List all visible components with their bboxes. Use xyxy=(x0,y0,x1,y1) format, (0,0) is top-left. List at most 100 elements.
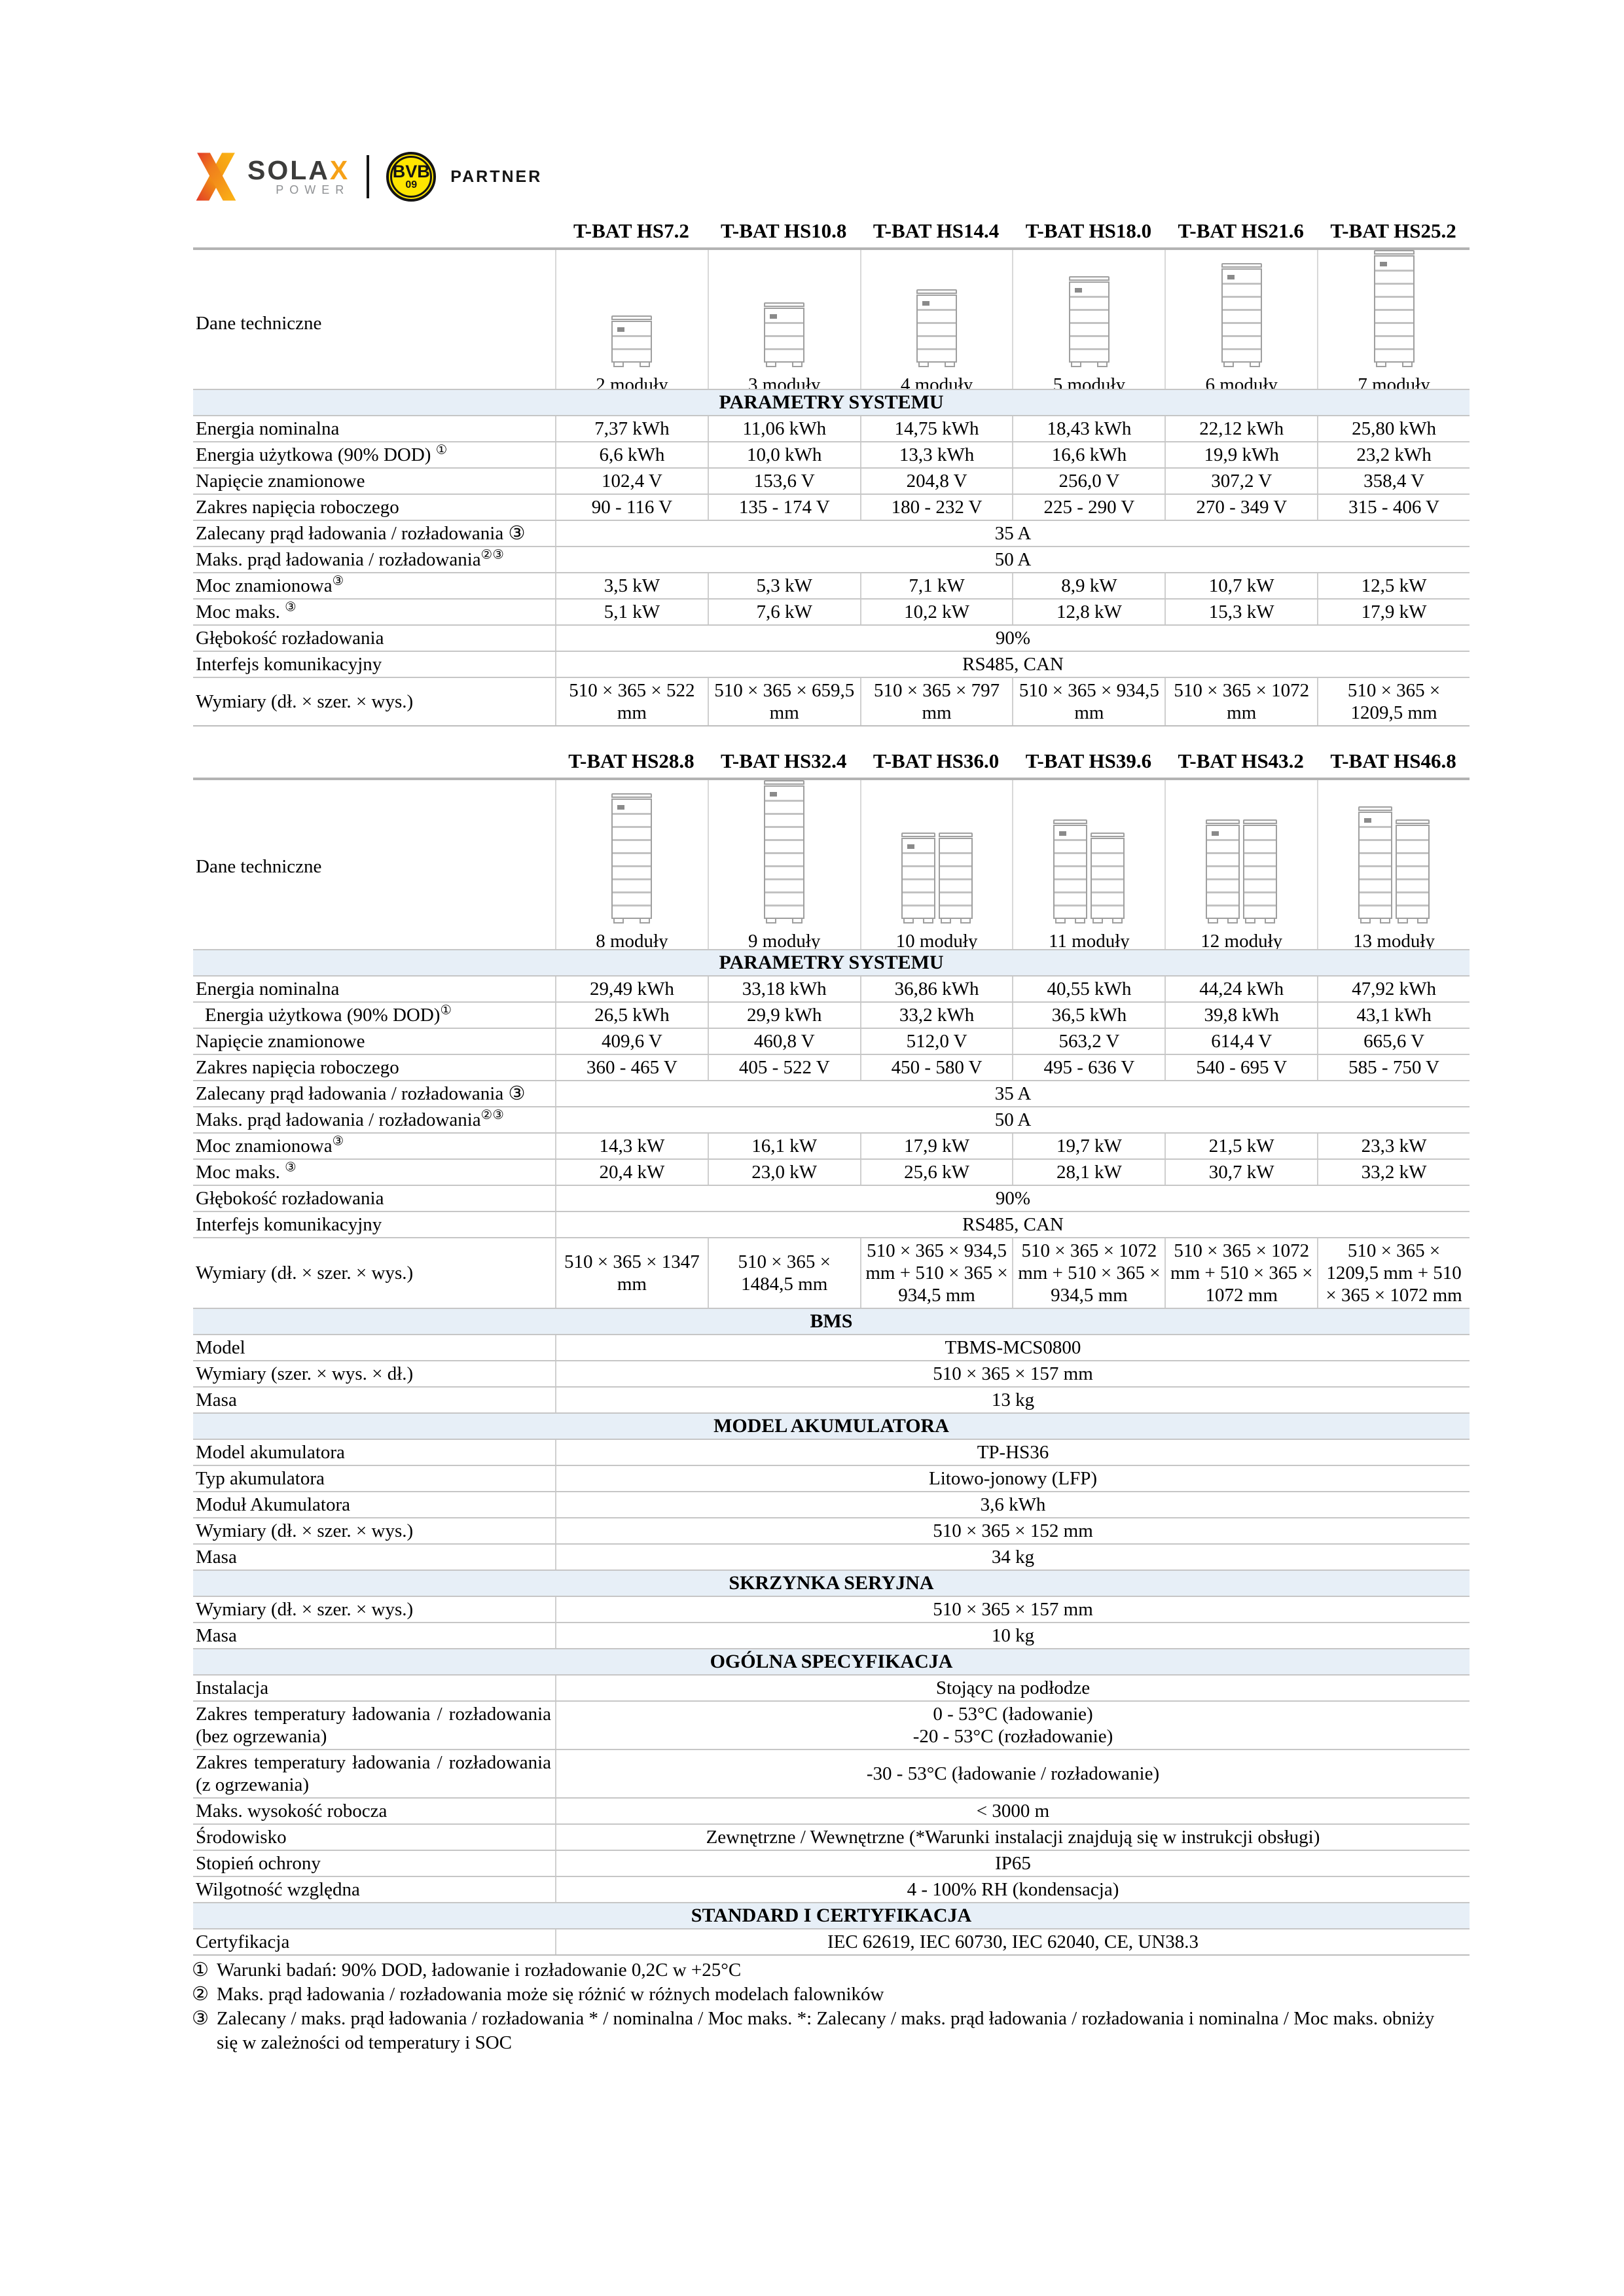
battery-tower-base xyxy=(764,363,804,368)
battery-tower-illustration xyxy=(1358,806,1393,925)
battery-module-segment xyxy=(1070,335,1108,348)
partner-label: PARTNER xyxy=(450,167,543,186)
logo-divider xyxy=(367,155,370,198)
spec-row-label-text: Maks. prąd ładowania / rozładowania②③ xyxy=(196,547,504,570)
spec-row-label: Wymiary (dł. × szer. × wys.) xyxy=(193,1597,555,1622)
spec-value-cell: 36,86 kWh xyxy=(859,977,1013,1001)
spec-value-cell: 510 × 365 × 1209,5 mm + 510 × 365 × 1072… xyxy=(1317,1238,1470,1308)
spec-row-label-text: Wilgotność względna xyxy=(196,1879,360,1900)
battery-tower-base xyxy=(1206,919,1240,925)
spec-row: Wymiary (dł. × szer. × wys.) 510 × 365 × … xyxy=(193,677,1470,725)
spec-row-label: Masa xyxy=(193,1545,555,1570)
spec-value-cell: 180 - 232 V xyxy=(859,495,1013,520)
battery-module-segment xyxy=(902,891,934,905)
spec-value-cell: 495 - 636 V xyxy=(1012,1055,1164,1080)
battery-module-segment xyxy=(1375,270,1413,283)
spec-value-span: < 3000 m xyxy=(555,1799,1470,1823)
battery-module-segment xyxy=(1360,813,1391,826)
battery-tower-body xyxy=(1243,825,1278,919)
solax-wordmark-x: X xyxy=(329,155,350,185)
spec-row: Moc znamionowa③ 14,3 kW 16,1 kW 17,9 kW 19,7… xyxy=(193,1132,1470,1158)
section-band-row: MODEL AKUMULATORA xyxy=(193,1412,1470,1439)
battery-module-segment xyxy=(1092,852,1124,865)
model-header: T-BAT HS43.2 xyxy=(1178,749,1304,772)
header-logo-row: SOLAX POWER BVB 09 PARTNER xyxy=(191,149,542,204)
battery-module-segment xyxy=(765,865,804,878)
battery-tower-base xyxy=(1069,363,1110,368)
corner-label: Dane techniczne xyxy=(196,313,322,334)
model-header: T-BAT HS10.8 xyxy=(721,219,847,242)
spec-value-cell: 510 × 365 × 1347 mm xyxy=(555,1238,708,1308)
spec-row-label-text: Stopień ochrony xyxy=(196,1853,321,1874)
model-header: T-BAT HS14.4 xyxy=(873,219,1000,242)
spec-value-cell: 33,2 kWh xyxy=(859,1003,1013,1028)
spec-row: Masa 10 kg xyxy=(193,1622,1470,1648)
battery-module-segment xyxy=(765,905,804,918)
battery-tower-illustration xyxy=(1373,250,1415,368)
spec-value-span: 50 A xyxy=(555,1107,1470,1132)
battery-module-segment xyxy=(1244,905,1276,918)
battery-module-segment xyxy=(613,865,651,878)
footnote-text: Zalecany / maks. prąd ładowania / rozład… xyxy=(217,2008,1435,2053)
spec-value-cell: 22,12 kWh xyxy=(1164,416,1317,441)
spec-row-label: Głębokość rozładowania xyxy=(193,626,555,651)
model-header: T-BAT HS21.6 xyxy=(1178,219,1304,242)
battery-led-indicator xyxy=(1059,831,1067,836)
spec-row-label: Energia użytkowa (90% DOD)① xyxy=(193,1003,555,1028)
spec-value-cell: 33,2 kW xyxy=(1317,1160,1470,1185)
spec-value-cell: 540 - 695 V xyxy=(1164,1055,1317,1080)
battery-module-segment xyxy=(1222,335,1261,348)
battery-tower-illustration xyxy=(611,793,653,925)
spec-value-span: TBMS-MCS0800 xyxy=(555,1335,1470,1360)
battery-module-segment xyxy=(1223,270,1261,283)
spec-value-cell: 25,80 kWh xyxy=(1317,416,1470,441)
battery-module-segment xyxy=(1207,905,1239,918)
battery-led-indicator xyxy=(1227,275,1235,279)
spec-value-cell: 23,0 kW xyxy=(707,1160,860,1185)
battery-module-segment xyxy=(1397,865,1429,878)
battery-tower-illustration xyxy=(1053,819,1088,925)
solax-wordmark-power: POWER xyxy=(276,183,350,196)
battery-module-segment xyxy=(613,348,651,361)
battery-module-segment xyxy=(1207,839,1239,852)
section-band: SKRZYNKA SERYJNA xyxy=(193,1570,1470,1596)
spec-row-label-text: Głębokość rozładowania xyxy=(196,1188,384,1209)
spec-row: Masa 34 kg xyxy=(193,1543,1470,1570)
battery-illustration-cell: 7 moduły xyxy=(1317,250,1470,397)
battery-tower-base xyxy=(1374,363,1415,368)
battery-module-segment xyxy=(1070,309,1108,322)
battery-tower-base xyxy=(916,363,957,368)
spec-row: Głębokość rozładowania 90% xyxy=(193,1185,1470,1211)
battery-led-indicator xyxy=(1074,288,1082,293)
spec-value-cell: 135 - 174 V xyxy=(707,495,860,520)
battery-tower-illustration xyxy=(916,289,958,368)
spec-row-label-text: Środowisko xyxy=(196,1827,287,1848)
spec-row: Wymiary (szer. × wys. × dł.) 510 × 365 × … xyxy=(193,1360,1470,1386)
spec-row: Moc znamionowa③ 3,5 kW 5,3 kW 7,1 kW 8,9 kW 1… xyxy=(193,572,1470,598)
spec-row-label: Moc znamionowa③ xyxy=(193,573,555,598)
spec-value-span: 3,6 kWh xyxy=(555,1492,1470,1517)
spec-value-cell: 153,6 V xyxy=(707,469,860,493)
battery-tower-body xyxy=(1358,812,1393,919)
spec-value-cell: 360 - 465 V xyxy=(555,1055,708,1080)
spec-row: Napięcie znamionowe 102,4 V 153,6 V 204,8 V… xyxy=(193,467,1470,493)
solax-wordmark-sola: SOLA xyxy=(247,155,330,185)
battery-tower-base xyxy=(1053,919,1087,925)
battery-tower-cap xyxy=(1358,806,1393,811)
spec-value-cell: 102,4 V xyxy=(555,469,708,493)
battery-tower-base xyxy=(1358,919,1392,925)
spec-value-cell: 23,2 kWh xyxy=(1317,442,1470,467)
section-band-row: PARAMETRY SYSTEMU xyxy=(193,389,1470,415)
spec-value-cell: 11,06 kWh xyxy=(707,416,860,441)
battery-tower-body xyxy=(1068,281,1110,363)
battery-module-segment xyxy=(918,335,956,348)
spec-row-label: Energia nominalna xyxy=(193,416,555,441)
spec-value-cell: 585 - 750 V xyxy=(1317,1055,1470,1080)
battery-tower-body xyxy=(1053,825,1088,919)
battery-module-segment xyxy=(1360,865,1392,878)
spec-value-span: 510 × 365 × 157 mm xyxy=(555,1361,1470,1386)
module-count-label: 8 moduły xyxy=(596,931,668,952)
battery-tower-base xyxy=(764,919,804,925)
battery-illustration-cell: 4 moduły xyxy=(859,250,1013,397)
battery-tower-illustration xyxy=(764,780,805,925)
